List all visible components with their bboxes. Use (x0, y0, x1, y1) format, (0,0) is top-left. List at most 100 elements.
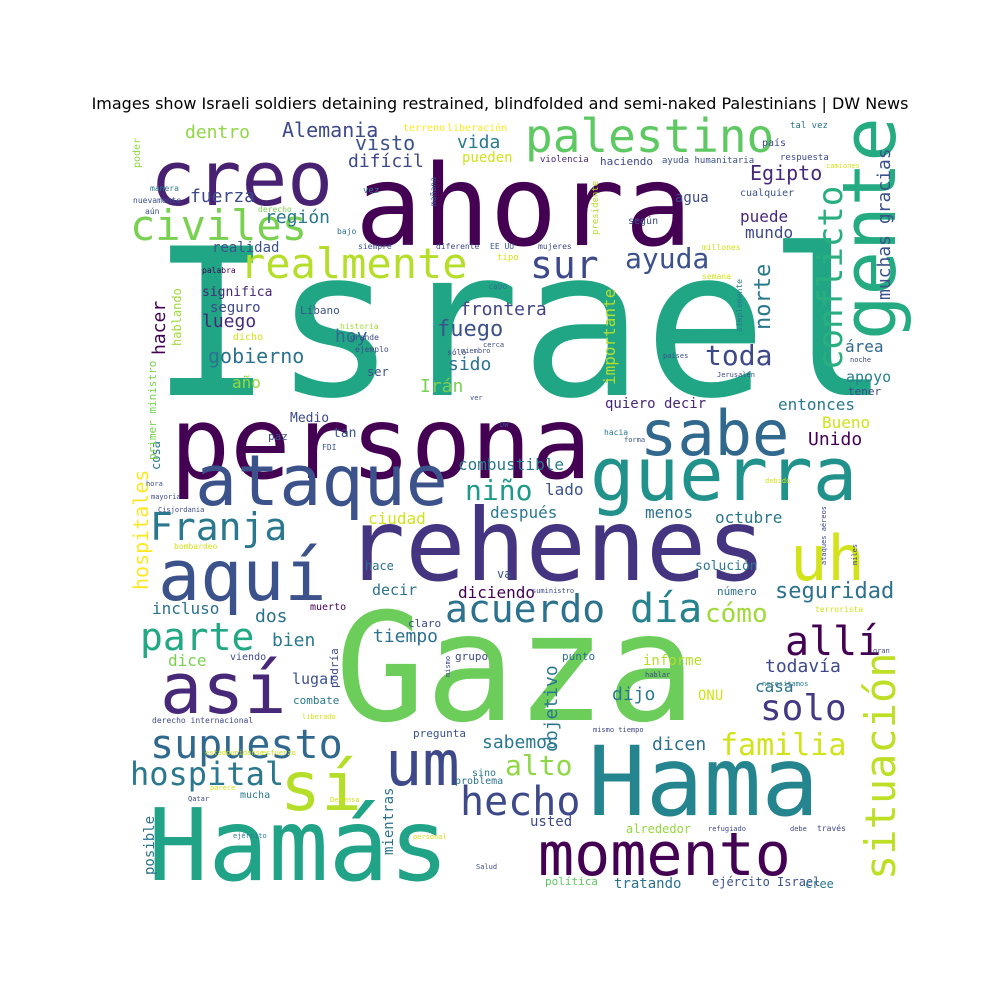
word-gente: gente (827, 117, 913, 340)
word-primer-ministro: primer ministro (146, 361, 159, 460)
word-libano: Líbano (300, 304, 340, 317)
word-usted: usted (530, 814, 572, 830)
word-tratando: tratando (614, 876, 681, 892)
word-acuerdo: acuerdo (445, 587, 605, 631)
word-hospitales: hospitales (129, 470, 153, 590)
word-ayuda-humanitaria: ayuda humanitaria (662, 156, 754, 166)
word-miles: miles (851, 544, 859, 565)
word-mientras: mientras (381, 788, 397, 855)
word-region: región (265, 207, 330, 228)
word-realmente: realmente (240, 239, 468, 288)
word-fdi: FDI (322, 443, 337, 452)
word-nino: niño (465, 474, 532, 507)
word-hoy: hoy (335, 326, 368, 347)
word-terreno: terreno (403, 123, 445, 134)
word-terrorista: terrorista (815, 605, 863, 614)
word-decir: decir (372, 581, 417, 599)
word-tan: tan (333, 426, 356, 441)
word-vida: vida (457, 132, 500, 153)
word-pregunta: pregunta (413, 727, 466, 740)
word-combate: combate (293, 694, 339, 707)
word-hamas: Hamás (148, 787, 449, 904)
word-como: cómo (705, 599, 768, 629)
word-situacion: situación (856, 652, 905, 880)
word-problema: problema (455, 776, 503, 787)
word-ejercito: ejército (233, 832, 267, 840)
word-liberacion: liberación (447, 122, 507, 134)
word-persona: persona (170, 385, 591, 502)
word-toda: toda (705, 339, 772, 372)
word-menos: menos (645, 503, 693, 522)
word-si: sí (280, 748, 362, 827)
word-personal: personal (413, 833, 447, 841)
word-historia: historia (340, 322, 379, 331)
word-solo: solo (760, 688, 847, 729)
word-israel: Israel (150, 206, 891, 444)
word-dificil: difícil (348, 151, 424, 172)
word-sido: sido (448, 354, 491, 375)
word-pais: país (762, 137, 786, 149)
word-liberado: liberado (302, 713, 336, 721)
word-grande: grande (350, 333, 379, 342)
word-dw: DW (500, 421, 509, 429)
word-ejercito-israel: ejército Israel (712, 875, 820, 889)
word-ver: ver (470, 394, 483, 402)
word-vez: vez (363, 186, 379, 196)
word-mujeres: mujeres (538, 242, 572, 251)
word-dia: día (630, 586, 702, 632)
word-realidad: realidad (212, 240, 279, 256)
word-violencia: violencia (540, 155, 589, 165)
word-derecho: derecho (258, 205, 292, 214)
word-aun: aún (145, 207, 160, 216)
word-onu: ONU (698, 688, 723, 704)
word-palestino: palestino (525, 109, 774, 163)
word-mismo-tiempo: mismo tiempo (593, 726, 644, 734)
word-nuevamente: nuevamente (133, 196, 181, 205)
word-defensa: Defensa (330, 796, 360, 804)
word-numero: número (717, 585, 757, 598)
word-hama: Hama (588, 726, 819, 838)
word-muerto: muerto (310, 602, 346, 613)
word-refugiado: refugiado (708, 825, 746, 833)
word-creo: creo (150, 134, 333, 223)
word-jerusalen: Jerusalén (717, 371, 755, 379)
word-sabe: sabe (640, 397, 789, 470)
word-alli: allí (785, 619, 881, 665)
word-cree: cree (805, 877, 834, 891)
word-cabo: cabo (488, 282, 507, 291)
word-punto: punto (562, 650, 595, 663)
word-frontera: frontera (460, 299, 547, 320)
word-despues: después (490, 503, 557, 522)
word-objetivo: objetivo (541, 665, 562, 752)
word-solo: sólo (447, 347, 466, 357)
word-pueden: pueden (462, 150, 513, 166)
word-importante: importante (600, 289, 619, 385)
word-qatar: Qatar (188, 795, 209, 803)
word-ano: año (232, 373, 261, 392)
word-hospital: hospital (130, 755, 284, 793)
word-aqui: aquí (158, 535, 327, 617)
word-guerra: guerra (590, 432, 857, 518)
word-sino: sino (472, 768, 496, 779)
word-casa: casa (755, 677, 794, 696)
word-ee-uu: EE UU (490, 242, 514, 251)
word-seguro: seguro (210, 300, 261, 316)
word-hablar: hablar (645, 671, 670, 679)
word-hace: hace (365, 559, 394, 573)
word-luego: luego (202, 311, 256, 332)
word-simplemente: simplemente (735, 279, 744, 332)
word-medio: Medio (290, 411, 329, 426)
word-cerca: cerca (483, 341, 504, 349)
word-dijo: dijo (612, 684, 655, 705)
word-ahora: ahora (355, 142, 692, 272)
word-dentro: dentro (185, 122, 250, 143)
word-debido: debido (765, 477, 790, 485)
word-parte: parte (140, 615, 254, 659)
word-agua: agua (675, 190, 709, 206)
word-viendo: viendo (230, 652, 266, 663)
word-bajo: bajo (337, 227, 356, 236)
word-va: va (497, 567, 511, 581)
word-grupo: grupo (455, 650, 488, 663)
word-momento: momento (538, 820, 791, 890)
